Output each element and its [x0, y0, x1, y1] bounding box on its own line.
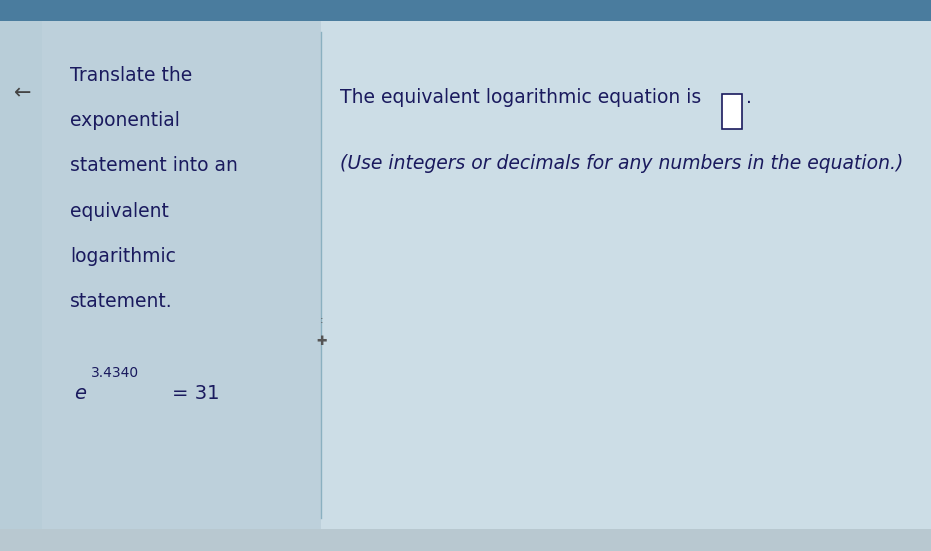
FancyBboxPatch shape [0, 21, 42, 529]
Text: ✚: ✚ [316, 335, 327, 348]
Text: .: . [746, 88, 751, 107]
FancyBboxPatch shape [321, 21, 931, 529]
Text: The equivalent logarithmic equation is: The equivalent logarithmic equation is [340, 88, 707, 107]
FancyBboxPatch shape [722, 94, 742, 129]
Text: ←: ← [14, 84, 32, 104]
Text: logarithmic: logarithmic [70, 247, 176, 266]
Text: statement into an: statement into an [70, 156, 237, 175]
Text: equivalent: equivalent [70, 202, 169, 220]
Text: (Use integers or decimals for any numbers in the equation.): (Use integers or decimals for any number… [340, 154, 903, 173]
Text: statement.: statement. [70, 292, 172, 311]
FancyBboxPatch shape [0, 0, 931, 21]
FancyBboxPatch shape [0, 529, 931, 551]
FancyBboxPatch shape [42, 21, 321, 529]
Text: 3.4340: 3.4340 [91, 366, 140, 380]
Text: Translate the: Translate the [70, 66, 192, 85]
Text: exponential: exponential [70, 111, 180, 130]
Text: = 31: = 31 [172, 385, 220, 403]
Text: :: : [319, 315, 323, 325]
Text: e: e [74, 385, 87, 403]
